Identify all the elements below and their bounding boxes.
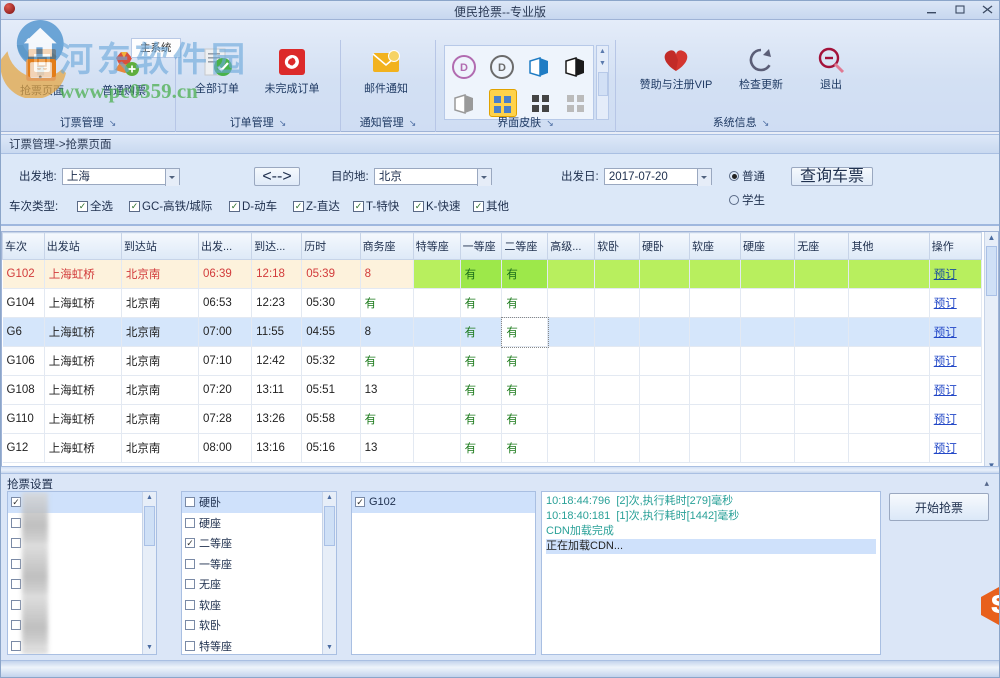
svg-text:D: D (498, 62, 506, 74)
svg-text:D: D (460, 62, 468, 74)
